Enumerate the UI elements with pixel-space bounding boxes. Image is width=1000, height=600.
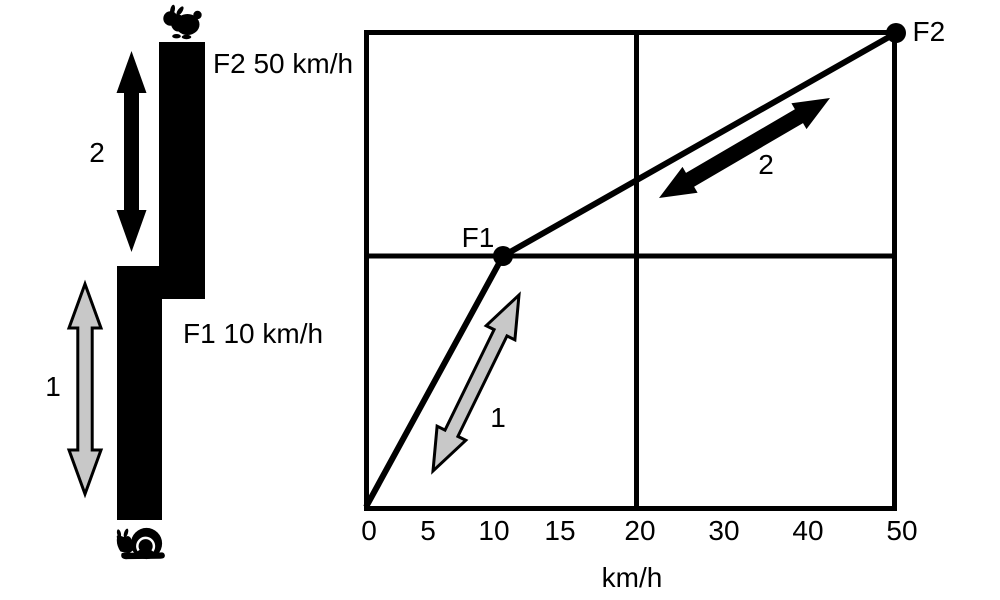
svg-text:20: 20 [624, 515, 655, 546]
svg-text:30: 30 [708, 515, 739, 546]
svg-text:F1 10 km/h: F1 10 km/h [183, 318, 323, 349]
svg-text:2: 2 [758, 149, 774, 180]
svg-text:F2 50 km/h: F2 50 km/h [213, 48, 353, 79]
svg-text:40: 40 [792, 515, 823, 546]
svg-text:km/h: km/h [602, 562, 663, 593]
svg-text:2: 2 [89, 137, 105, 168]
svg-text:5: 5 [420, 515, 436, 546]
svg-text:1: 1 [490, 402, 506, 433]
svg-text:10: 10 [478, 515, 509, 546]
svg-text:1: 1 [45, 371, 61, 402]
svg-text:50: 50 [886, 515, 917, 546]
svg-text:F2: F2 [913, 16, 946, 47]
svg-text:F1: F1 [462, 222, 495, 253]
svg-text:0: 0 [361, 515, 377, 546]
svg-text:15: 15 [544, 515, 575, 546]
